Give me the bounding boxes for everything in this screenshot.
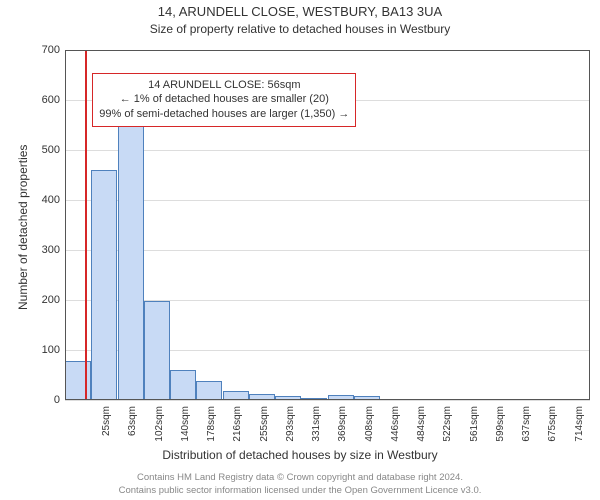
property-marker-line [85,50,87,400]
x-tick-label: 369sqm [337,406,348,446]
x-tick-label: 561sqm [469,406,480,446]
x-tick-label: 446sqm [390,406,401,446]
x-tick-label: 102sqm [154,406,165,446]
histogram-bar [328,395,354,400]
y-tick-label: 100 [30,344,60,356]
histogram-bar [275,396,301,400]
histogram-bar [301,398,327,400]
y-tick-label: 700 [30,44,60,56]
footer-line-2: Contains public sector information licen… [0,485,600,496]
x-tick-label: 63sqm [127,406,138,446]
x-tick-label: 25sqm [101,406,112,446]
histogram-bar [354,396,380,400]
x-tick-label: 331sqm [311,406,322,446]
x-tick-label: 522sqm [442,406,453,446]
grid-line [65,400,590,401]
annotation-line-2: ← 1% of detached houses are smaller (20) [99,92,349,107]
histogram-bar [223,391,249,400]
footer-line-1: Contains HM Land Registry data © Crown c… [0,472,600,483]
y-tick-label: 200 [30,294,60,306]
y-tick-label: 500 [30,144,60,156]
chart-subtitle: Size of property relative to detached ho… [0,22,600,36]
annotation-line-3: 99% of semi-detached houses are larger (… [99,107,349,122]
annotation-box: 14 ARUNDELL CLOSE: 56sqm← 1% of detached… [92,73,356,128]
x-tick-label: 599sqm [495,406,506,446]
histogram-bar [118,126,144,400]
histogram-bar [170,370,196,400]
x-axis-label: Distribution of detached houses by size … [0,448,600,462]
x-tick-label: 178sqm [206,406,217,446]
x-tick-label: 637sqm [521,406,532,446]
x-tick-label: 484sqm [416,406,427,446]
chart-title: 14, ARUNDELL CLOSE, WESTBURY, BA13 3UA [0,4,600,19]
x-tick-label: 675sqm [547,406,558,446]
y-tick-label: 600 [30,94,60,106]
annotation-line-1: 14 ARUNDELL CLOSE: 56sqm [99,78,349,93]
y-axis-label: Number of detached properties [16,145,30,310]
histogram-bar [144,301,170,400]
x-tick-label: 255sqm [259,406,270,446]
x-tick-label: 714sqm [574,406,585,446]
x-tick-label: 408sqm [364,406,375,446]
histogram-bar [249,394,275,400]
chart-container: { "chart": { "type": "histogram", "title… [0,0,600,500]
histogram-bar [91,170,117,400]
y-tick-label: 400 [30,194,60,206]
x-tick-label: 140sqm [180,406,191,446]
y-tick-label: 0 [30,394,60,406]
x-tick-label: 216sqm [232,406,243,446]
x-tick-label: 293sqm [285,406,296,446]
histogram-bar [196,381,222,400]
y-tick-label: 300 [30,244,60,256]
grid-line [65,50,590,51]
